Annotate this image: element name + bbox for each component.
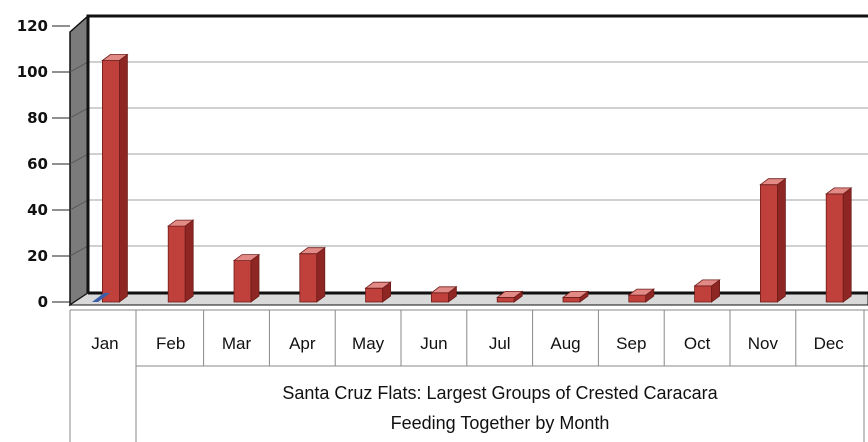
x-tick-label: Oct — [684, 334, 711, 353]
y-tick-label: 120 — [17, 17, 48, 35]
bar-top — [232, 254, 261, 262]
bar-front — [496, 296, 515, 303]
x-tick-label: Feb — [156, 334, 185, 353]
floor — [68, 292, 868, 306]
bar-top — [101, 54, 129, 61]
bar-front — [825, 193, 844, 303]
bar-front — [760, 184, 778, 303]
gridline-wall — [69, 107, 89, 119]
x-tick-label: May — [352, 334, 385, 353]
chart-title-line-2: Feeding Together by Month — [391, 413, 610, 433]
bar-apr — [298, 246, 326, 303]
x-tick-label: Jul — [489, 334, 511, 353]
x-tick-label: Sep — [616, 334, 646, 353]
y-tick-label: 0 — [38, 293, 48, 311]
chart-title-line-1: Santa Cruz Flats: Largest Groups of Cres… — [282, 383, 718, 403]
bar-top — [561, 290, 590, 298]
bar-top — [627, 288, 655, 296]
bar-front — [233, 260, 252, 303]
bar-top — [759, 178, 787, 186]
bar-top — [496, 290, 524, 298]
bar-oct — [693, 279, 721, 303]
bar-nov — [759, 177, 787, 303]
bar-front — [102, 60, 120, 303]
bar-top — [298, 247, 326, 255]
x-tick-label: Apr — [289, 334, 316, 353]
x-tick-label: Aug — [550, 334, 580, 353]
bar-mar — [232, 253, 261, 303]
plot-frame — [86, 14, 868, 293]
gridline-wall — [69, 61, 89, 73]
bar-front — [365, 287, 384, 303]
bar-front — [299, 253, 318, 303]
bar-top — [166, 219, 195, 227]
y-axis: 0 20 40 60 80 100 120 — [17, 17, 70, 311]
x-tick-label: Jun — [420, 334, 447, 353]
bar-feb — [166, 219, 195, 303]
origin-marker — [92, 293, 110, 302]
bar-side — [250, 253, 260, 303]
x-tick-label: Jan — [91, 334, 118, 353]
bar-sep — [627, 288, 655, 303]
category-table: Jan Feb Mar Apr May Jun Jul Aug Sep Oct Nov Dec — [69, 309, 868, 442]
y-tick-label: 60 — [27, 155, 48, 173]
bar-front — [562, 296, 581, 303]
bar-front — [694, 285, 712, 303]
side-wall — [69, 14, 89, 307]
bar-side — [777, 177, 786, 303]
gridline-wall — [69, 245, 89, 257]
bar-side — [842, 187, 852, 303]
x-tick-label: Nov — [748, 334, 779, 353]
bar-side — [119, 53, 128, 303]
gridline-wall — [69, 199, 89, 211]
gridline-wall — [69, 153, 89, 165]
bar-front — [167, 225, 186, 303]
bar-jun — [430, 285, 458, 303]
bar-top — [693, 279, 721, 287]
bar-top — [430, 286, 458, 294]
bar-top — [364, 281, 392, 289]
x-tick-label: Dec — [814, 334, 845, 353]
y-tick-label: 100 — [17, 63, 48, 81]
bar-jul — [496, 290, 524, 303]
x-tick-label: Mar — [222, 334, 252, 353]
bar-side — [184, 219, 194, 303]
gridlines — [69, 61, 868, 257]
bar-front — [430, 292, 449, 303]
y-tick-label: 40 — [27, 201, 48, 219]
bars — [101, 53, 853, 303]
bar-side — [316, 246, 326, 303]
y-tick-label: 20 — [27, 247, 48, 265]
bar-may — [364, 281, 392, 303]
bar-aug — [561, 290, 590, 303]
y-tick-label: 80 — [27, 109, 48, 127]
bar-front — [628, 294, 647, 303]
bar-jan — [101, 53, 129, 303]
bar-dec — [825, 187, 853, 303]
bar-top — [825, 187, 853, 195]
